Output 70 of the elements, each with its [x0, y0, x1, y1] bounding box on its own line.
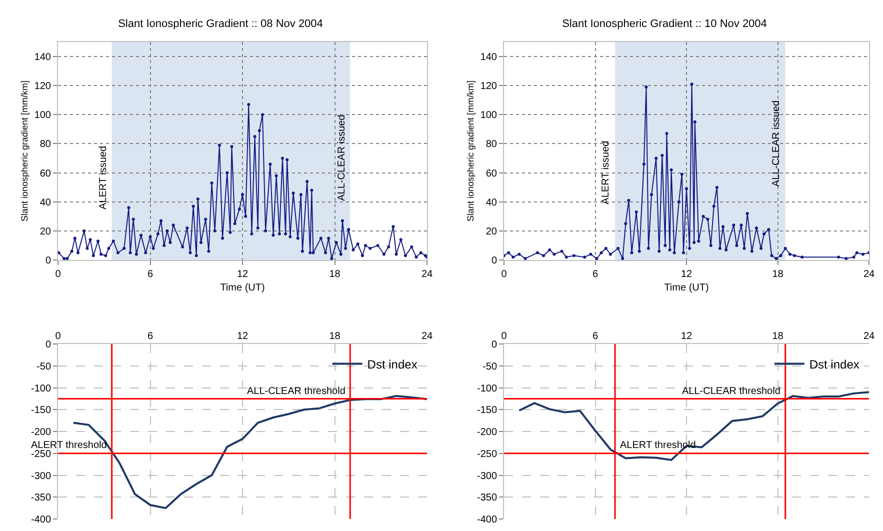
y-axis-title: Slant ionospheric gradient [mm/km]	[20, 80, 30, 222]
x-tick-label: 6	[592, 269, 598, 280]
y-tick-label: -100	[476, 383, 498, 394]
ref-line-label: ALERT threshold	[31, 440, 107, 451]
x-tick-label: 6	[147, 331, 154, 342]
y-tick-label: -400	[476, 514, 498, 526]
y-tick-label: 60	[40, 168, 52, 180]
y-tick-label: -350	[30, 492, 52, 504]
y-tick-label: 120	[34, 81, 52, 92]
annotation: ALERT issued	[600, 140, 612, 204]
x-tick-label: 12	[236, 269, 248, 280]
y-tick-label: 100	[480, 110, 498, 122]
x-tick-label: 12	[236, 331, 248, 342]
x-tick-label: 18	[772, 269, 784, 280]
y-tick-label: 0	[45, 256, 52, 266]
chart-title: Slant Ionospheric Gradient :: 08 Nov 2004	[118, 18, 323, 30]
x-tick-label: 18	[772, 331, 784, 342]
y-tick-label: -50	[482, 361, 498, 372]
legend-label: Dst index	[809, 357, 860, 372]
y-tick-label: -200	[30, 427, 52, 438]
ref-line-label: ALL-CLEAR threshold	[682, 386, 780, 397]
y-tick-label: -350	[476, 492, 498, 504]
x-tick-label: 24	[863, 269, 875, 280]
y-tick-label: -300	[476, 470, 498, 482]
y-tick-label: 80	[486, 139, 498, 150]
x-tick-label: 24	[421, 269, 433, 280]
y-tick-label: 140	[34, 52, 52, 64]
x-tick-label: 24	[863, 331, 875, 342]
ref-line-label: ALERT threshold	[620, 440, 696, 451]
ref-line-label: ALL-CLEAR threshold	[247, 386, 346, 397]
x-axis-title: Time (UT)	[664, 282, 709, 294]
y-tick-label: 0	[491, 256, 498, 266]
x-tick-label: 0	[55, 331, 62, 342]
y-tick-label: 40	[486, 197, 498, 208]
y-tick-label: 40	[40, 197, 52, 208]
x-tick-label: 0	[501, 269, 508, 280]
x-tick-label: 18	[329, 269, 341, 280]
y-axis-title: Slant ionospheric gradient [mm/km]	[466, 80, 476, 222]
x-tick-label: 6	[147, 269, 154, 280]
x-tick-label: 18	[329, 331, 341, 342]
y-tick-label: 20	[486, 226, 498, 238]
y-tick-label: 20	[40, 226, 52, 238]
y-tick-label: -400	[30, 514, 52, 526]
y-tick-label: 120	[480, 81, 498, 92]
y-tick-label: 0	[45, 340, 52, 350]
annotation: ALL-CLEAR issued	[336, 114, 348, 201]
y-tick-label: 100	[34, 110, 52, 122]
y-tick-label: -250	[476, 448, 498, 460]
y-tick-label: 60	[486, 168, 498, 180]
y-tick-label: -250	[30, 448, 52, 460]
y-tick-label: 0	[491, 340, 498, 350]
x-tick-label: 0	[501, 331, 508, 342]
x-tick-label: 12	[680, 331, 692, 342]
y-tick-label: -200	[476, 427, 498, 438]
x-tick-label: 6	[592, 331, 598, 342]
y-tick-label: -50	[36, 361, 52, 372]
x-tick-label: 0	[55, 269, 62, 280]
x-tick-label: 12	[680, 269, 692, 280]
legend-label: Dst index	[367, 357, 418, 372]
annotation: ALL-CLEAR issued	[771, 100, 782, 187]
annotation: ALERT issued	[98, 146, 110, 210]
y-tick-label: 80	[40, 139, 52, 150]
x-tick-label: 24	[421, 331, 433, 342]
x-axis-title: Time (UT)	[220, 282, 265, 294]
y-tick-label: -150	[30, 405, 52, 416]
y-tick-label: -100	[30, 383, 52, 394]
y-tick-label: -150	[476, 405, 498, 416]
y-tick-label: -300	[30, 470, 52, 482]
chart-title: Slant Ionospheric Gradient :: 10 Nov 2004	[562, 18, 767, 30]
y-tick-label: 140	[480, 52, 498, 64]
